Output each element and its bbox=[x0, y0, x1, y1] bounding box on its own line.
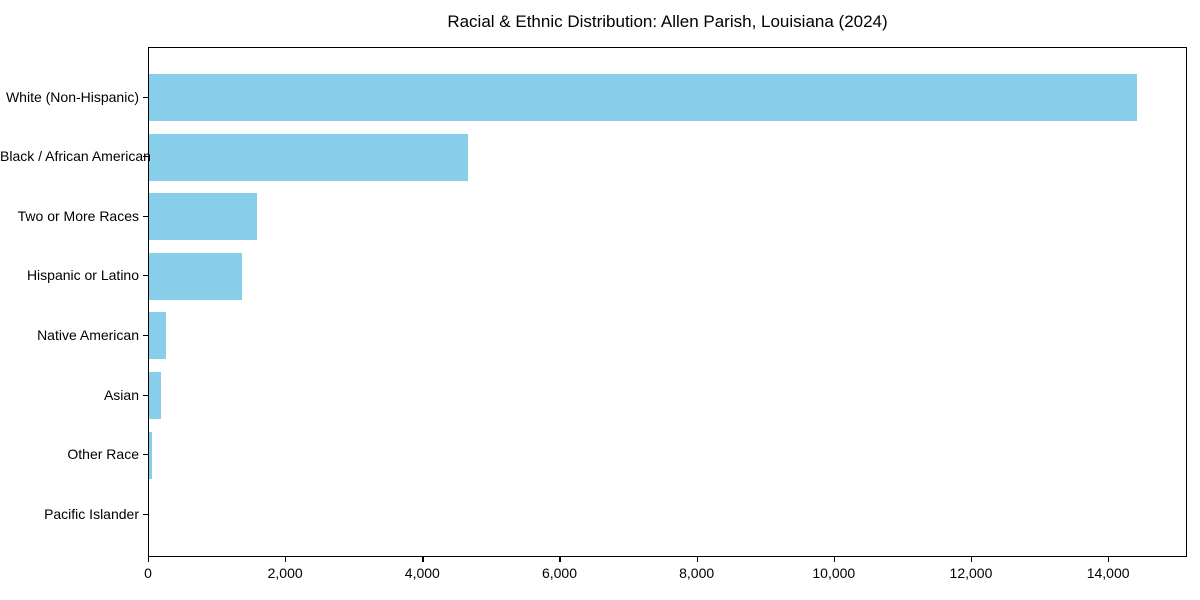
category-label: Hispanic or Latino bbox=[26, 267, 139, 284]
bar-two-or-more-races bbox=[149, 193, 258, 241]
bar-black-african-american bbox=[149, 133, 468, 181]
category-label: Other Race bbox=[67, 446, 139, 463]
chart-title: Racial & Ethnic Distribution: Allen Pari… bbox=[447, 12, 888, 31]
x-tick bbox=[970, 557, 973, 562]
x-tick-label: 12,000 bbox=[949, 565, 993, 581]
x-tick-label: 10,000 bbox=[812, 565, 856, 581]
x-tick bbox=[285, 557, 287, 562]
category-label: Black / African American bbox=[0, 148, 151, 165]
bar-hispanic-or-latino bbox=[149, 252, 242, 300]
category-label: Native American bbox=[37, 326, 139, 343]
bar-native-american bbox=[149, 312, 166, 360]
y-tick bbox=[143, 156, 148, 158]
x-tick-label: 0 bbox=[144, 565, 152, 581]
x-tick-label: 4,000 bbox=[404, 565, 440, 581]
x-tick bbox=[559, 557, 561, 562]
category-label: Asian bbox=[103, 386, 139, 403]
x-tick-label: 6,000 bbox=[541, 565, 577, 581]
bar-other-race bbox=[149, 431, 153, 479]
x-tick bbox=[1108, 557, 1110, 562]
bar-white-non-hispanic bbox=[149, 74, 1137, 121]
x-tick bbox=[422, 557, 424, 562]
x-tick-label: 2,000 bbox=[267, 565, 303, 581]
category-label: White (Non-Hispanic) bbox=[5, 88, 139, 105]
y-tick bbox=[143, 394, 148, 396]
y-tick bbox=[143, 96, 148, 98]
category-label: Two or More Races bbox=[17, 207, 139, 224]
x-tick-label: 8,000 bbox=[679, 565, 715, 581]
plot-area bbox=[148, 47, 1187, 557]
y-tick bbox=[143, 454, 148, 456]
category-label: Pacific Islander bbox=[44, 505, 139, 522]
bar-asian bbox=[149, 372, 161, 419]
x-tick bbox=[148, 557, 150, 562]
y-tick bbox=[143, 513, 148, 515]
x-tick bbox=[833, 557, 835, 562]
x-tick bbox=[696, 557, 698, 562]
y-tick bbox=[143, 215, 148, 217]
y-tick bbox=[143, 334, 148, 337]
x-tick-label: 14,000 bbox=[1086, 565, 1130, 581]
y-tick bbox=[143, 275, 148, 277]
